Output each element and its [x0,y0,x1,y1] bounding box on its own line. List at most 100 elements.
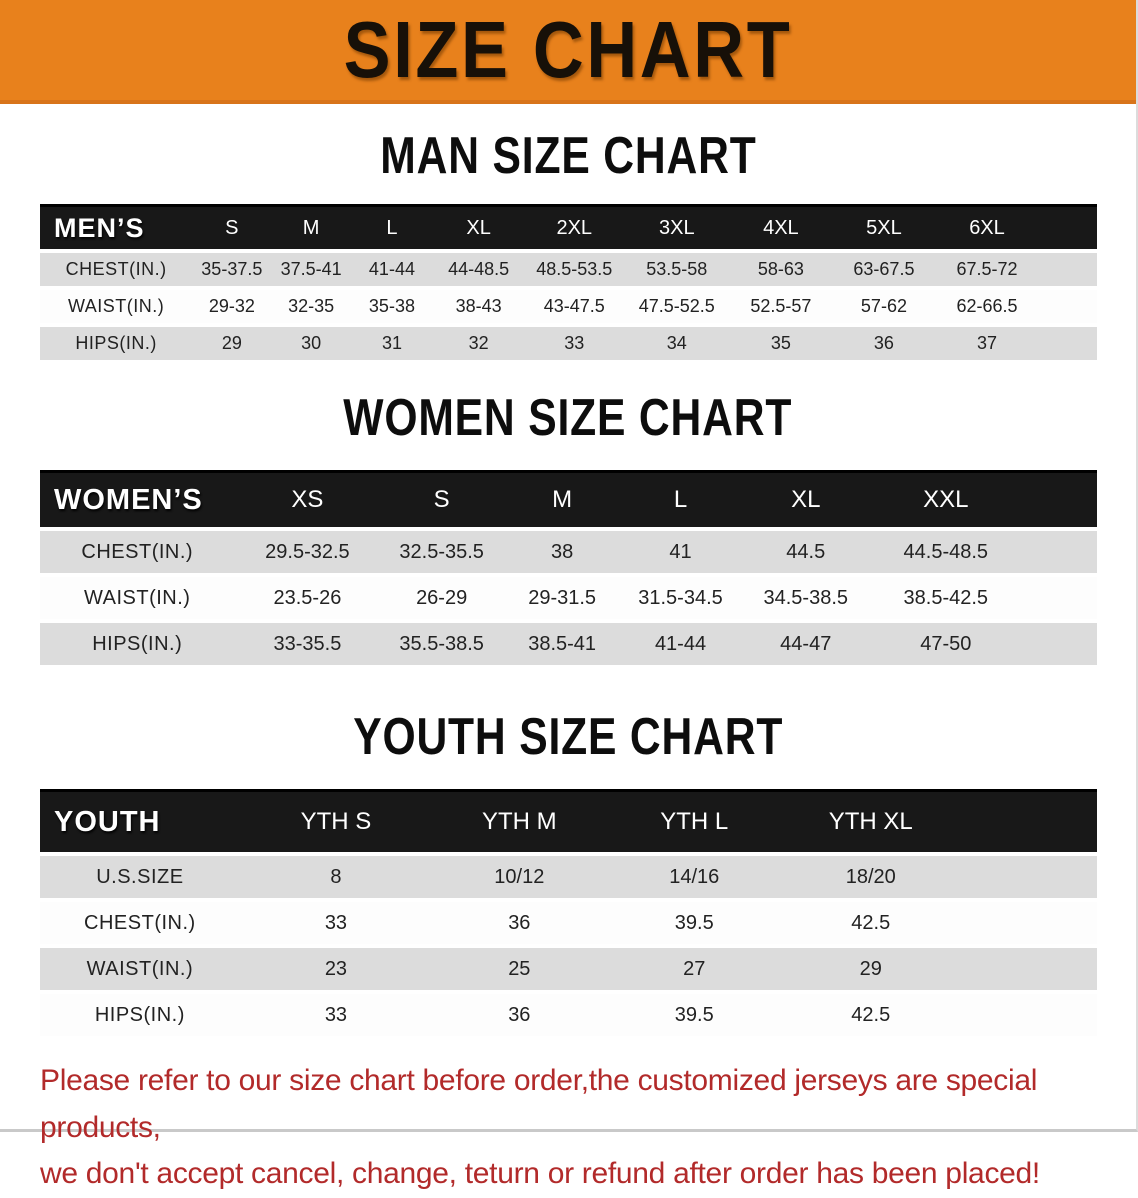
table-cell: 41-44 [350,249,434,288]
youth-size-chart-heading-text: YOUTH SIZE CHART [352,708,784,766]
table-cell: 36 [432,990,607,1036]
disclaimer-line-2: we don't accept cancel, change, teturn o… [40,1157,1040,1190]
spacer-cell [1038,286,1097,325]
table-cell: 44.5 [739,527,872,575]
youth-size-table: YOUTH YTH S YTH M YTH L YTH XL U.S.SIZE 8 10/12… [40,789,1097,1036]
row-label: CHEST(IN.) [40,249,193,288]
table-row: CHEST(IN.) 35-37.5 37.5-41 41-44 44-48.5 48.5… [40,249,1097,288]
banner: SIZE CHART [0,0,1136,104]
table-cell: 14/16 [606,852,782,900]
column-header: M [502,470,622,530]
header-row: WOMEN’S XS S M L XL XXL [40,470,1097,530]
row-label: WAIST(IN.) [40,286,193,325]
spacer-cell [959,944,1097,992]
column-header: 4XL [729,204,833,252]
table-cell: 42.5 [781,898,960,946]
table-title: WOMEN’S [40,470,235,530]
women-size-chart-heading-text: WOMEN SIZE CHART [343,389,793,447]
table-cell: 27 [606,944,782,992]
table-row: CHEST(IN.) 33 36 39.5 42.5 [40,898,1097,946]
table-cell: 35 [729,323,833,360]
table-title: MEN’S [40,204,193,252]
table-cell: 23 [239,944,433,992]
banner-title: SIZE CHART [343,5,793,94]
table-cell: 36 [432,898,607,946]
table-cell: 34 [624,323,730,360]
disclaimer: Please refer to our size chart before or… [40,1058,1116,1198]
table-cell: 39.5 [606,990,782,1036]
table-cell: 29-32 [192,286,272,325]
table-cell: 25 [432,944,607,992]
row-label: CHEST(IN.) [40,527,235,575]
table-cell: 67.5-72 [935,249,1039,288]
table-cell: 38.5-41 [502,619,622,665]
row-label: HIPS(IN.) [40,990,240,1036]
table-title: YOUTH [40,789,240,855]
table-cell: 52.5-57 [729,286,833,325]
table-cell: 36 [832,323,936,360]
youth-size-table-grid: YOUTH YTH S YTH M YTH L YTH XL U.S.SIZE 8 10/12… [40,789,1097,1036]
column-header: L [350,204,434,252]
table-cell: 48.5-53.5 [524,249,625,288]
row-label: CHEST(IN.) [40,898,240,946]
table-cell: 53.5-58 [624,249,730,288]
column-header: XL [433,204,525,252]
table-cell: 23.5-26 [234,573,381,621]
column-header: 5XL [832,204,936,252]
table-cell: 62-66.5 [935,286,1039,325]
table-cell: 31.5-34.5 [621,573,740,621]
table-cell: 18/20 [781,852,960,900]
header-row: YOUTH YTH S YTH M YTH L YTH XL [40,789,1097,855]
table-cell: 44-48.5 [433,249,525,288]
column-header: L [621,470,740,530]
row-label: U.S.SIZE [40,852,240,900]
row-label: HIPS(IN.) [40,323,193,360]
table-cell: 29 [192,323,272,360]
youth-size-chart-heading: YOUTH SIZE CHART [0,711,1136,763]
table-cell: 58-63 [729,249,833,288]
table-cell: 10/12 [432,852,607,900]
table-cell: 38 [502,527,622,575]
spacer-cell [959,852,1097,900]
table-cell: 32.5-35.5 [380,527,503,575]
column-header: YTH L [606,789,782,855]
table-cell: 35-37.5 [192,249,272,288]
table-cell: 26-29 [380,573,503,621]
column-header: S [192,204,272,252]
men-size-table: MEN’S S M L XL 2XL 3XL 4XL 5XL 6XL CHEST(IN.) 35-37… [40,204,1097,360]
youth-section: YOUTH SIZE CHART YOUTH YTH S YTH M YTH L YTH… [0,711,1136,1036]
table-cell: 37 [935,323,1039,360]
spacer-cell [959,789,1097,855]
table-cell: 35.5-38.5 [380,619,503,665]
table-cell: 37.5-41 [271,249,351,288]
table-cell: 63-67.5 [832,249,936,288]
table-row: WAIST(IN.) 23.5-26 26-29 29-31.5 31.5-34.5 34… [40,573,1097,621]
column-header: 3XL [624,204,730,252]
man-size-chart-heading: MAN SIZE CHART [0,130,1136,182]
table-cell: 8 [239,852,433,900]
table-cell: 34.5-38.5 [739,573,872,621]
table-row: WAIST(IN.) 29-32 32-35 35-38 38-43 43-47.5 47.… [40,286,1097,325]
table-cell: 31 [350,323,434,360]
spacer-cell [1019,470,1097,530]
table-cell: 39.5 [606,898,782,946]
row-label: WAIST(IN.) [40,573,235,621]
women-section: WOMEN SIZE CHART WOMEN’S XS S M L XL XXL CHEST(… [0,392,1136,665]
header-row: MEN’S S M L XL 2XL 3XL 4XL 5XL 6XL [40,204,1097,252]
row-label: HIPS(IN.) [40,619,235,665]
table-cell: 35-38 [350,286,434,325]
table-cell: 30 [271,323,351,360]
table-cell: 29-31.5 [502,573,622,621]
table-cell: 32-35 [271,286,351,325]
table-cell: 38.5-42.5 [871,573,1020,621]
table-cell: 33-35.5 [234,619,381,665]
table-cell: 32 [433,323,525,360]
column-header: XL [739,470,872,530]
women-size-chart-heading: WOMEN SIZE CHART [0,392,1136,444]
man-size-chart-heading-text: MAN SIZE CHART [379,127,757,185]
table-cell: 29 [781,944,960,992]
spacer-cell [959,898,1097,946]
table-cell: 29.5-32.5 [234,527,381,575]
column-header: XXL [871,470,1020,530]
